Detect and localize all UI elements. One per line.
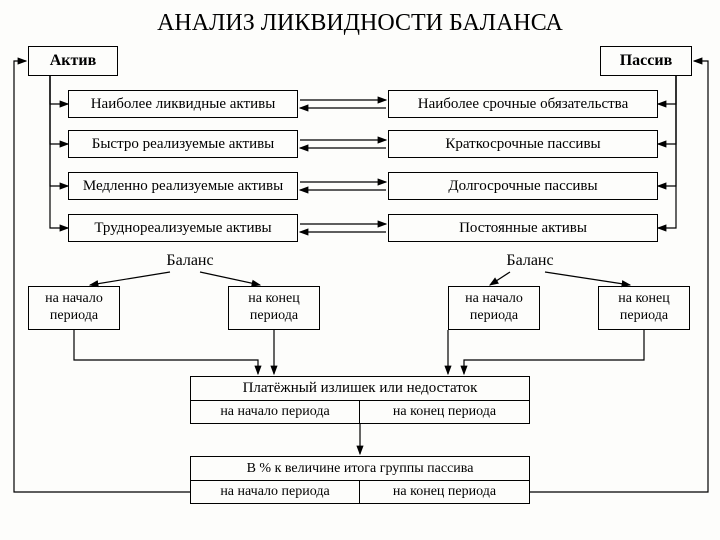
surplus-kp: на конец периода xyxy=(360,400,530,424)
period-kp1: на конец периода xyxy=(228,286,320,330)
aktiv-row-2: Быстро реализуемые активы xyxy=(68,130,298,158)
percent-np: на начало периода xyxy=(190,480,360,504)
passiv-row-4: Постоянные активы xyxy=(388,214,658,242)
period-kp2: на конец периода xyxy=(598,286,690,330)
passiv-row-1: Наиболее срочные обязательства xyxy=(388,90,658,118)
percent-kp: на конец периода xyxy=(360,480,530,504)
passiv-row-2: Краткосрочные пассивы xyxy=(388,130,658,158)
balance-left-label: Баланс xyxy=(140,252,240,270)
aktiv-row-1: Наиболее ликвидные активы xyxy=(68,90,298,118)
passiv-header: Пассив xyxy=(600,46,692,76)
balance-right-label: Баланс xyxy=(480,252,580,270)
diagram-title: АНАЛИЗ ЛИКВИДНОСТИ БАЛАНСА xyxy=(0,10,720,37)
period-np2: на начало периода xyxy=(448,286,540,330)
aktiv-header: Актив xyxy=(28,46,118,76)
passiv-row-3: Долгосрочные пассивы xyxy=(388,172,658,200)
period-np1: на начало периода xyxy=(28,286,120,330)
surplus-title: Платёжный излишек или недостаток xyxy=(190,376,530,400)
percent-title: В % к величине итога группы пассива xyxy=(190,456,530,480)
aktiv-row-3: Медленно реализуемые активы xyxy=(68,172,298,200)
aktiv-row-4: Труднореализуемые активы xyxy=(68,214,298,242)
surplus-np: на начало периода xyxy=(190,400,360,424)
